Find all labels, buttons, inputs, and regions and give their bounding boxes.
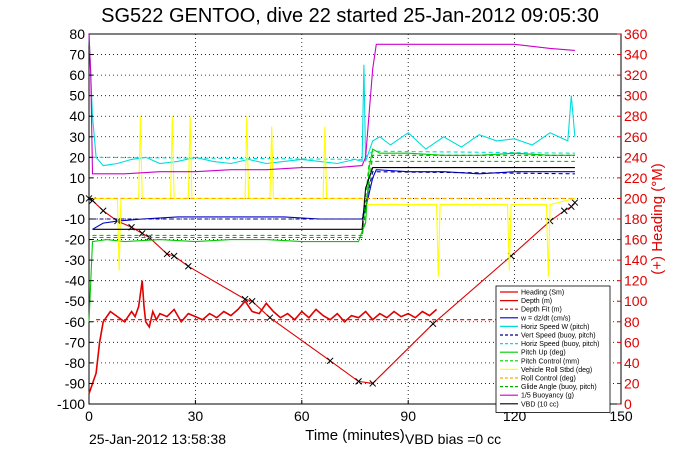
y-tick-label-15: -70 [65,334,85,350]
y-right-tick-label-10: 160 [624,232,648,248]
y-right-tick-label-12: 120 [624,273,648,289]
y-right-tick-label-5: 260 [624,129,648,145]
legend-label-1: Depth (m) [521,298,552,305]
y-right-tick-label-11: 140 [624,252,648,268]
y-tick-label-9: -10 [65,211,85,227]
chart-title: SG522 GENTOO, dive 22 started 25-Jan-201… [101,5,599,27]
legend-label-2: Depth Fit (m) [521,307,562,314]
y-right-tick-label-1: 340 [624,47,648,63]
series-1-point-11 [248,297,256,305]
y-tick-label-18: -100 [57,396,85,412]
series-1-point-16 [429,320,437,328]
series-line-5 [92,171,575,220]
legend-label-0: Heading (Sm) [521,290,564,297]
y-axis-right-label: (+) Heading (°M) [649,163,666,274]
x-tick-label-0: 0 [85,408,93,424]
legend-label-10: Roll Control (deg) [521,376,576,383]
y-right-tick-label-9: 180 [624,211,648,227]
x-tick-label-3: 90 [400,408,416,424]
legend-label-7: Pitch Up (deg) [521,350,566,357]
y-right-tick-label-0: 360 [624,26,648,42]
y-right-tick-label-16: 40 [624,355,640,371]
series-1-point-7 [163,250,171,258]
y-right-tick-label-4: 280 [624,108,648,124]
legend-label-12: 1/5 Buoyancy (g) [521,393,574,400]
y-right-tick-label-8: 200 [624,190,648,206]
legend-box [495,285,611,413]
y-right-tick-label-7: 220 [624,170,648,186]
y-tick-label-6: 20 [69,149,85,165]
series-1-point-8 [170,252,178,260]
legend-label-5: Vert Speed (buoy, pitch) [521,333,596,340]
y-tick-label-2: 60 [69,67,85,83]
x-axis-label: Time (minutes) [305,427,404,444]
series-1-point-21 [571,199,579,206]
series-1-point-10 [241,295,249,303]
series-line-12 [88,33,575,175]
legend: Heading (Sm)Depth (m) Depth Fit (m)w = dz… [495,285,611,413]
series-1-point-14 [355,378,362,385]
legend-label-8: Pitch Control (mm) [521,358,579,365]
legend-label-13: VBD (10 cc) [521,401,559,408]
series-line-11 [92,154,575,239]
series-line-0 [88,280,438,394]
series-1-point-9 [184,262,192,270]
y-right-tick-label-3: 300 [624,88,648,104]
series-line-13 [92,167,575,230]
y-tick-label-4: 40 [69,108,85,124]
x-tick-label-2: 60 [294,408,310,424]
series-line-1 [88,197,576,384]
series-line-8 [92,160,575,236]
y-tick-label-17: -90 [65,375,85,391]
y-tick-label-13: -50 [65,293,85,309]
vbd-bias-label: VBD bias =0 cc [405,431,501,447]
timestamp: 25-Jan-2012 13:58:38 [89,431,226,447]
legend-label-3: w = dz/dt (cm/s) [520,315,571,322]
series-1-point-15 [369,380,377,387]
series-1-point-13 [326,357,334,365]
y-right-tick-label-17: 20 [624,375,640,391]
y-tick-label-10: -20 [65,232,85,248]
y-right-tick-label-13: 100 [624,293,648,309]
series-line-9 [89,116,576,277]
y-right-tick-label-2: 320 [624,67,648,83]
series-line-4 [88,33,576,167]
legend-label-9: Vehicle Roll Stbd (deg) [521,367,592,374]
y-tick-label-16: -80 [65,355,85,371]
y-right-tick-label-18: 0 [624,396,632,412]
y-right-tick-label-14: 80 [624,314,640,330]
y-tick-label-7: 10 [69,170,85,186]
x-tick-label-1: 30 [188,408,204,424]
y-axis-right: 3603403203002802602402202001801601401201… [617,26,648,412]
y-tick-label-14: -60 [65,314,85,330]
series-layer [85,33,579,394]
y-axis-left: 80 70 60 50 40 30 20 10 0 -10 -20 -30 -40 -50 -60 -70 -8… [57,26,93,412]
y-tick-label-12: -40 [65,273,85,289]
series-1-point-19 [560,207,568,215]
y-right-tick-label-15: 60 [624,334,640,350]
y-tick-label-0: 80 [69,26,85,42]
legend-label-11: Glide Angle (buoy, pitch) [521,384,597,391]
y-tick-label-1: 70 [69,47,85,63]
legend-label-6: Horiz Speed (buoy, pitch) [521,341,599,348]
series-line-3 [92,169,575,230]
y-tick-label-8: 0 [77,190,85,206]
legend-label-4: Horiz Speed W (pitch) [521,324,589,331]
y-right-tick-label-6: 240 [624,149,648,165]
y-tick-label-5: 30 [69,129,85,145]
series-line-6 [92,150,575,160]
series-1-point-2 [99,207,107,215]
y-tick-label-11: -30 [65,252,85,268]
y-tick-label-3: 50 [69,88,85,104]
x-tick-label-5: 150 [609,408,633,424]
